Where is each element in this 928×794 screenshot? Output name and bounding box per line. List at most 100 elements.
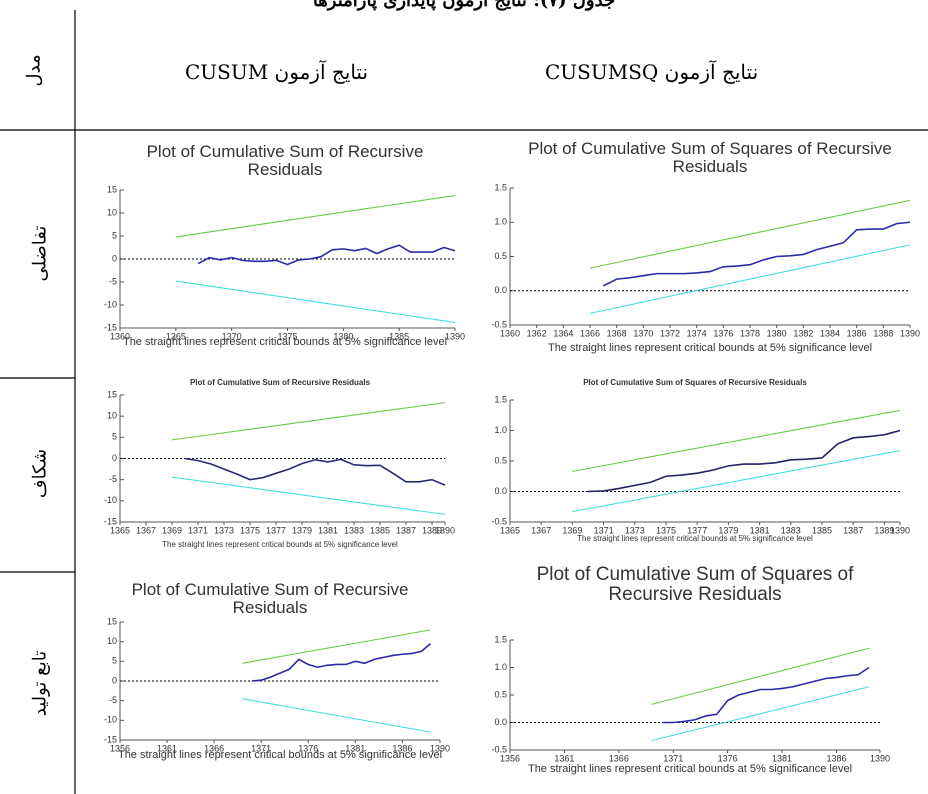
x-tick-label: 1375 [656,525,676,535]
chart-note: The straight lines represent critical bo… [577,534,813,543]
y-tick-label: 0 [112,675,117,685]
x-tick-label: 1377 [266,525,286,535]
x-tick-label: 1389 [874,525,894,535]
y-tick-label: 1.0 [494,425,507,435]
series-line [572,450,901,513]
x-tick-label: 1366 [609,753,629,763]
x-tick-label: 1390 [890,525,910,535]
x-tick-label: 1388 [873,328,893,338]
x-tick-label: 1361 [157,743,177,753]
x-tick-label: 1378 [740,328,760,338]
x-tick-label: 1370 [633,328,653,338]
chart-title: Plot of Cumulative Sum of Squares of Rec… [536,564,854,605]
y-tick-label: 0.0 [494,486,507,496]
x-tick-label: 1381 [750,525,770,535]
x-tick-label: 1387 [843,525,863,535]
series-line [171,476,446,515]
x-tick-label: 1369 [162,525,182,535]
y-tick-label: 10 [107,636,117,646]
x-tick-label: 1365 [166,331,186,341]
row-label: تفاضلی [29,225,51,282]
y-tick-label: 1.0 [494,217,507,227]
x-tick-label: 1367 [136,525,156,535]
chart-note: The straight lines represent critical bo… [547,342,873,354]
row-label: شکاف [29,448,51,499]
x-tick-label: 1386 [392,743,412,753]
y-tick-label: 10 [107,207,117,217]
x-tick-label: 1379 [292,525,312,535]
y-tick-label: 1.5 [494,634,507,644]
x-tick-label: 1381 [318,525,338,535]
column-header: نتایج آزمون CUSUM [185,60,369,84]
series-line [175,194,456,238]
y-tick-label: -10 [104,495,117,505]
y-tick-label: 0.5 [494,251,507,261]
x-tick-label: 1385 [370,525,390,535]
series-line [242,629,431,664]
x-tick-label: 1386 [826,753,846,763]
series-line [602,221,911,287]
chart-title: Plot of Cumulative Sum of Recursive Resi… [189,378,371,387]
x-tick-label: 1381 [345,743,365,753]
x-tick-label: 1361 [554,753,574,763]
x-tick-label: 1381 [772,753,792,763]
x-tick-label: 1387 [396,525,416,535]
series-line [587,429,901,493]
x-tick-label: 1365 [500,525,520,535]
x-tick-label: 1373 [214,525,234,535]
x-tick-label: 1376 [298,743,318,753]
series-line [572,409,901,472]
x-tick-label: 1389 [422,525,442,535]
series-line [175,280,456,324]
x-tick-label: 1384 [820,328,840,338]
x-tick-label: 1366 [580,328,600,338]
x-tick-label: 1371 [594,525,614,535]
y-tick-label: -0.5 [491,516,507,526]
y-tick-label: 1.5 [494,394,507,404]
column-header: مدل [23,54,45,87]
x-tick-label: 1369 [562,525,582,535]
x-tick-label: 1365 [110,525,130,535]
y-tick-label: 5 [112,656,117,666]
series-line [242,698,431,733]
y-tick-label: 0 [112,453,117,463]
y-tick-label: 0.5 [494,455,507,465]
x-tick-label: 1390 [900,328,920,338]
x-tick-label: 1366 [204,743,224,753]
x-tick-label: 1390 [870,753,890,763]
x-tick-label: 1373 [625,525,645,535]
x-tick-label: 1356 [500,753,520,763]
x-tick-label: 1386 [847,328,867,338]
x-tick-label: 1380 [333,331,353,341]
series-line [171,402,446,441]
x-tick-label: 1371 [251,743,271,753]
x-tick-label: 1382 [793,328,813,338]
y-tick-label: 10 [107,411,117,421]
series-line [651,647,870,705]
y-tick-label: -5 [109,695,117,705]
x-tick-label: 1364 [553,328,573,338]
y-tick-label: 1.5 [494,182,507,192]
y-tick-label: 0.0 [494,285,507,295]
series-line [589,199,911,269]
y-tick-label: -15 [104,322,117,332]
x-tick-label: 1390 [435,525,455,535]
x-tick-label: 1379 [718,525,738,535]
chart-note: The straight lines represent critical bo… [117,749,443,761]
series-line [197,244,456,266]
y-tick-label: 5 [112,432,117,442]
x-tick-label: 1374 [687,328,707,338]
x-tick-label: 1383 [781,525,801,535]
y-tick-label: -10 [104,715,117,725]
chart-note: The straight lines represent critical bo… [162,540,398,549]
y-tick-label: 15 [107,389,117,399]
series-line [651,686,870,742]
x-tick-label: 1390 [445,331,465,341]
y-tick-label: 1.0 [494,662,507,672]
y-tick-label: -15 [104,734,117,744]
table-title: جدول (۷): نتایج آزمون پایداری پارامترها [312,0,616,11]
y-tick-label: 15 [107,616,117,626]
x-tick-label: 1385 [812,525,832,535]
x-tick-label: 1371 [188,525,208,535]
